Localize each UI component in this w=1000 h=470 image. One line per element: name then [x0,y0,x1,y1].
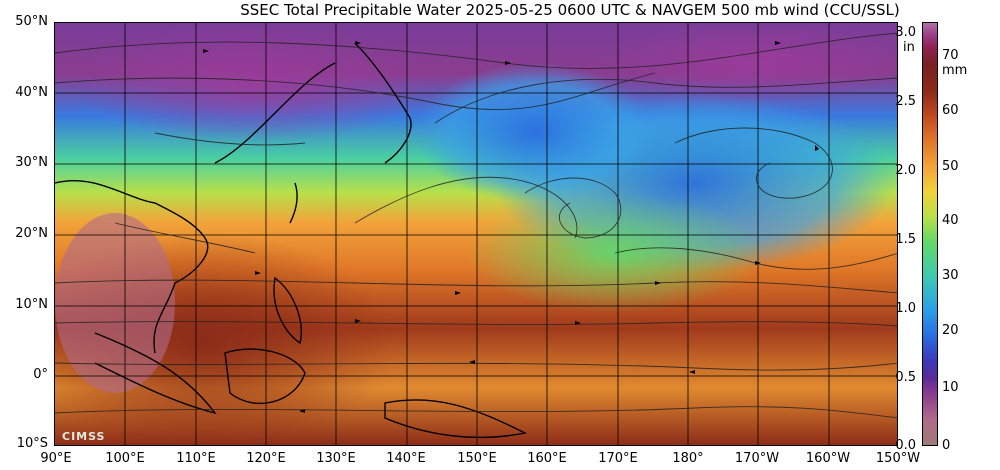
lon-label-110e: 110°E [176,451,216,466]
colorbar-mm-tick: 10 [942,380,959,395]
colorbar-in-tick: 1.5 [895,232,916,247]
colorbar-in-tick: 0.0 [895,438,916,453]
colorbar-in-tick: 2.5 [895,94,916,109]
lat-label-20n: 20°N [15,226,48,241]
colorbar-mm-tick: 20 [942,323,959,338]
lon-label-160w: 160°W [805,451,851,466]
lat-label-10s: 10°S [16,436,48,451]
wind-streamlines [55,32,897,419]
lon-label-150e: 150°E [457,451,497,466]
colorbar-mm-tick: 70 [942,48,959,63]
lon-label-180: 180° [672,451,704,466]
colorbar-in-tick: 2.0 [895,163,916,178]
lon-label-170w: 170°W [734,451,780,466]
lat-lon-grid [55,23,897,445]
colorbar-mm-unit: mm [942,63,968,78]
lon-label-160e: 160°E [527,451,567,466]
lon-label-140e: 140°E [386,451,426,466]
lat-label-30n: 30°N [15,155,48,170]
colorbar-in-tick: 3.0 [895,25,916,40]
lat-label-10n: 10°N [15,297,48,312]
colorbar-mm-tick: 60 [942,103,959,118]
coastlines [55,42,528,439]
colorbar-mm-tick: 40 [942,213,959,228]
lon-label-130e: 130°E [316,451,356,466]
lat-label-40n: 40°N [15,85,48,100]
colorbar-mm-tick: 0 [942,438,951,453]
lon-label-120e: 120°E [246,451,286,466]
wind-arrows [203,41,819,413]
colorbar-mm-tick: 30 [942,268,959,283]
lon-label-170e: 170°E [598,451,638,466]
colorbar-inch-unit: in [903,40,915,55]
lat-label-0: 0° [33,367,48,382]
lat-label-50n: 50°N [15,14,48,29]
colorbar [922,22,938,446]
cimss-logo: CIMSS [62,430,106,443]
tpw-map [54,22,898,446]
lon-label-90e: 90°E [40,451,72,466]
map-title: SSEC Total Precipitable Water 2025-05-25… [240,1,900,19]
lon-label-100e: 100°E [105,451,145,466]
colorbar-in-tick: 0.5 [895,370,916,385]
colorbar-mm-tick: 50 [942,159,959,174]
tpw-map-canvas [55,23,897,445]
lon-label-150w: 150°W [875,451,921,466]
colorbar-in-tick: 1.0 [895,301,916,316]
